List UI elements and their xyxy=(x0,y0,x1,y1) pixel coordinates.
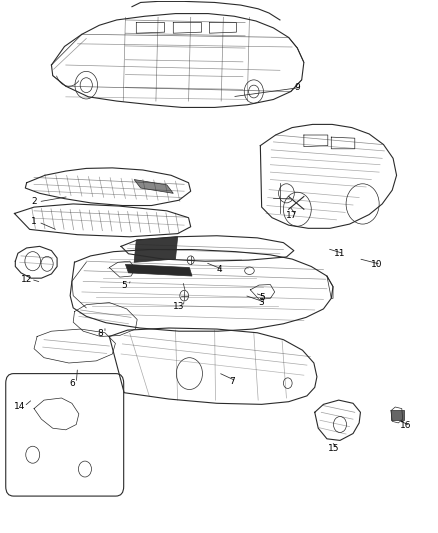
Polygon shape xyxy=(134,180,173,193)
Text: 5: 5 xyxy=(260,293,265,302)
Text: 6: 6 xyxy=(69,378,75,387)
Text: 2: 2 xyxy=(31,197,37,206)
Text: 12: 12 xyxy=(21,274,32,284)
FancyBboxPatch shape xyxy=(6,374,124,496)
Text: 13: 13 xyxy=(173,302,185,311)
Text: 3: 3 xyxy=(259,298,265,307)
Text: 4: 4 xyxy=(216,265,222,274)
Text: 5: 5 xyxy=(121,281,127,290)
Text: 9: 9 xyxy=(294,83,300,92)
Polygon shape xyxy=(125,264,192,276)
Polygon shape xyxy=(134,237,178,262)
Text: 1: 1 xyxy=(31,217,37,227)
Text: 8: 8 xyxy=(98,329,103,338)
Text: 10: 10 xyxy=(371,260,382,269)
Text: 11: 11 xyxy=(334,249,346,259)
Text: 17: 17 xyxy=(286,211,298,220)
Bar xyxy=(391,410,403,420)
Text: 16: 16 xyxy=(400,421,412,430)
Text: 14: 14 xyxy=(14,402,25,411)
Text: 15: 15 xyxy=(328,445,339,454)
Text: 7: 7 xyxy=(229,376,235,385)
